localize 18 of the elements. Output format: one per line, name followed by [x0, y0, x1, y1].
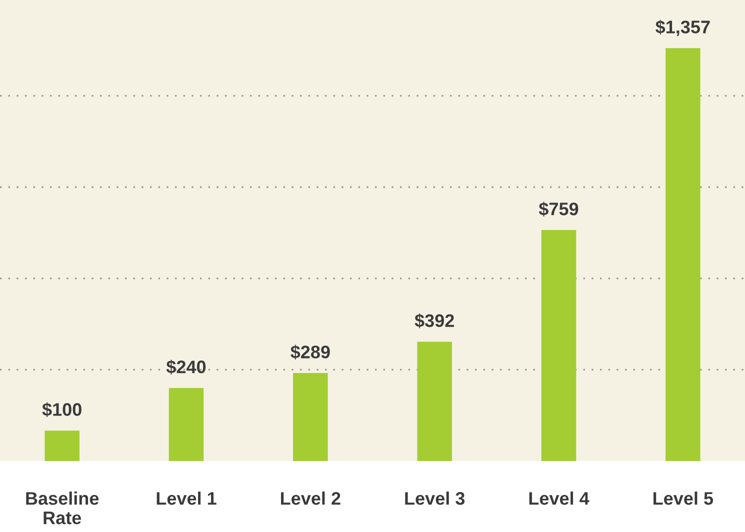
bar	[417, 342, 452, 461]
data-label: $1,357	[656, 20, 710, 36]
bar	[541, 230, 576, 461]
bar	[666, 48, 700, 461]
bar	[168, 388, 204, 461]
data-label: $392	[414, 313, 454, 328]
x-tick-label: Level 4	[529, 492, 590, 505]
x-tick-label: Level 2	[281, 492, 340, 505]
x-tick-label: Level 5	[654, 492, 714, 505]
x-tick-label: Level 3	[405, 492, 465, 505]
x-tick-label: Baseline Rate	[26, 492, 99, 524]
x-tick-label: Level 1	[156, 492, 216, 505]
data-label: $100	[42, 402, 82, 418]
bar	[44, 430, 80, 461]
data-label: $240	[166, 360, 206, 374]
bar	[293, 373, 328, 461]
data-label: $289	[290, 344, 330, 360]
data-label: $759	[538, 202, 578, 217]
